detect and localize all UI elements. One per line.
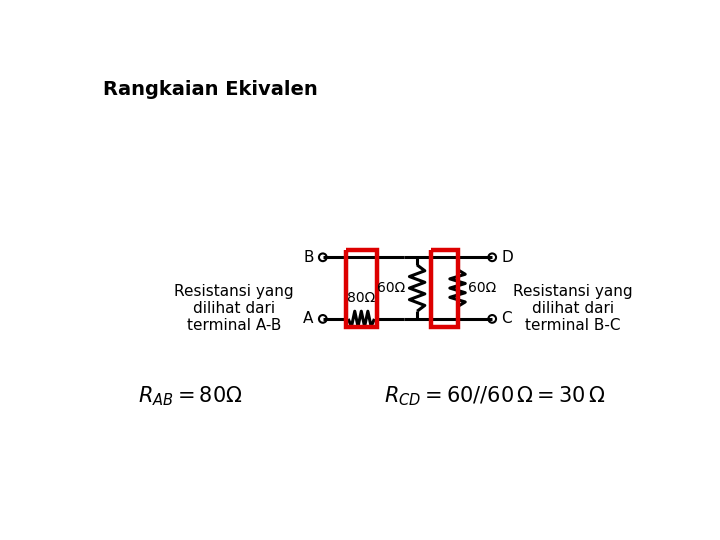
Text: C: C xyxy=(501,312,512,326)
Text: dilihat dari: dilihat dari xyxy=(532,301,614,316)
Text: $R_{AB} = 80\Omega$: $R_{AB} = 80\Omega$ xyxy=(138,384,243,408)
Text: B: B xyxy=(303,250,314,265)
Text: Resistansi yang: Resistansi yang xyxy=(174,285,294,300)
Text: 60Ω: 60Ω xyxy=(468,281,497,295)
Text: Resistansi yang: Resistansi yang xyxy=(513,285,633,300)
Text: terminal B-C: terminal B-C xyxy=(526,318,621,333)
Text: 80Ω: 80Ω xyxy=(347,291,375,305)
Text: A: A xyxy=(303,312,314,326)
Text: Rangkaian Ekivalen: Rangkaian Ekivalen xyxy=(104,80,318,99)
Text: $R_{CD} = 60 // 60\,\Omega = 30\,\Omega$: $R_{CD} = 60 // 60\,\Omega = 30\,\Omega$ xyxy=(384,384,606,408)
Text: D: D xyxy=(501,250,513,265)
Text: dilihat dari: dilihat dari xyxy=(193,301,275,316)
Text: terminal A-B: terminal A-B xyxy=(187,318,282,333)
Text: 60Ω: 60Ω xyxy=(377,281,405,295)
